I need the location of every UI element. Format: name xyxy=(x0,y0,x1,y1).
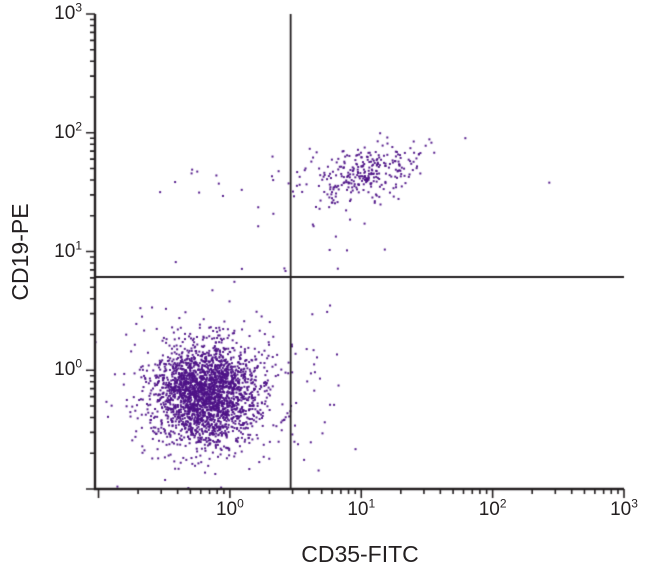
x-tick-label: 101 xyxy=(347,496,376,520)
y-tick-label: 100 xyxy=(54,356,82,381)
y-axis-label: CD19-PE xyxy=(7,203,33,301)
y-tick-label: 101 xyxy=(54,238,82,262)
x-tick-label: 102 xyxy=(478,496,507,520)
y-tick-label: 102 xyxy=(54,119,82,143)
x-tick-label: 103 xyxy=(610,496,638,520)
y-tick-label: 103 xyxy=(54,0,82,24)
x-axis-label: CD35-FITC xyxy=(301,541,419,567)
x-tick-label: 100 xyxy=(215,496,244,520)
